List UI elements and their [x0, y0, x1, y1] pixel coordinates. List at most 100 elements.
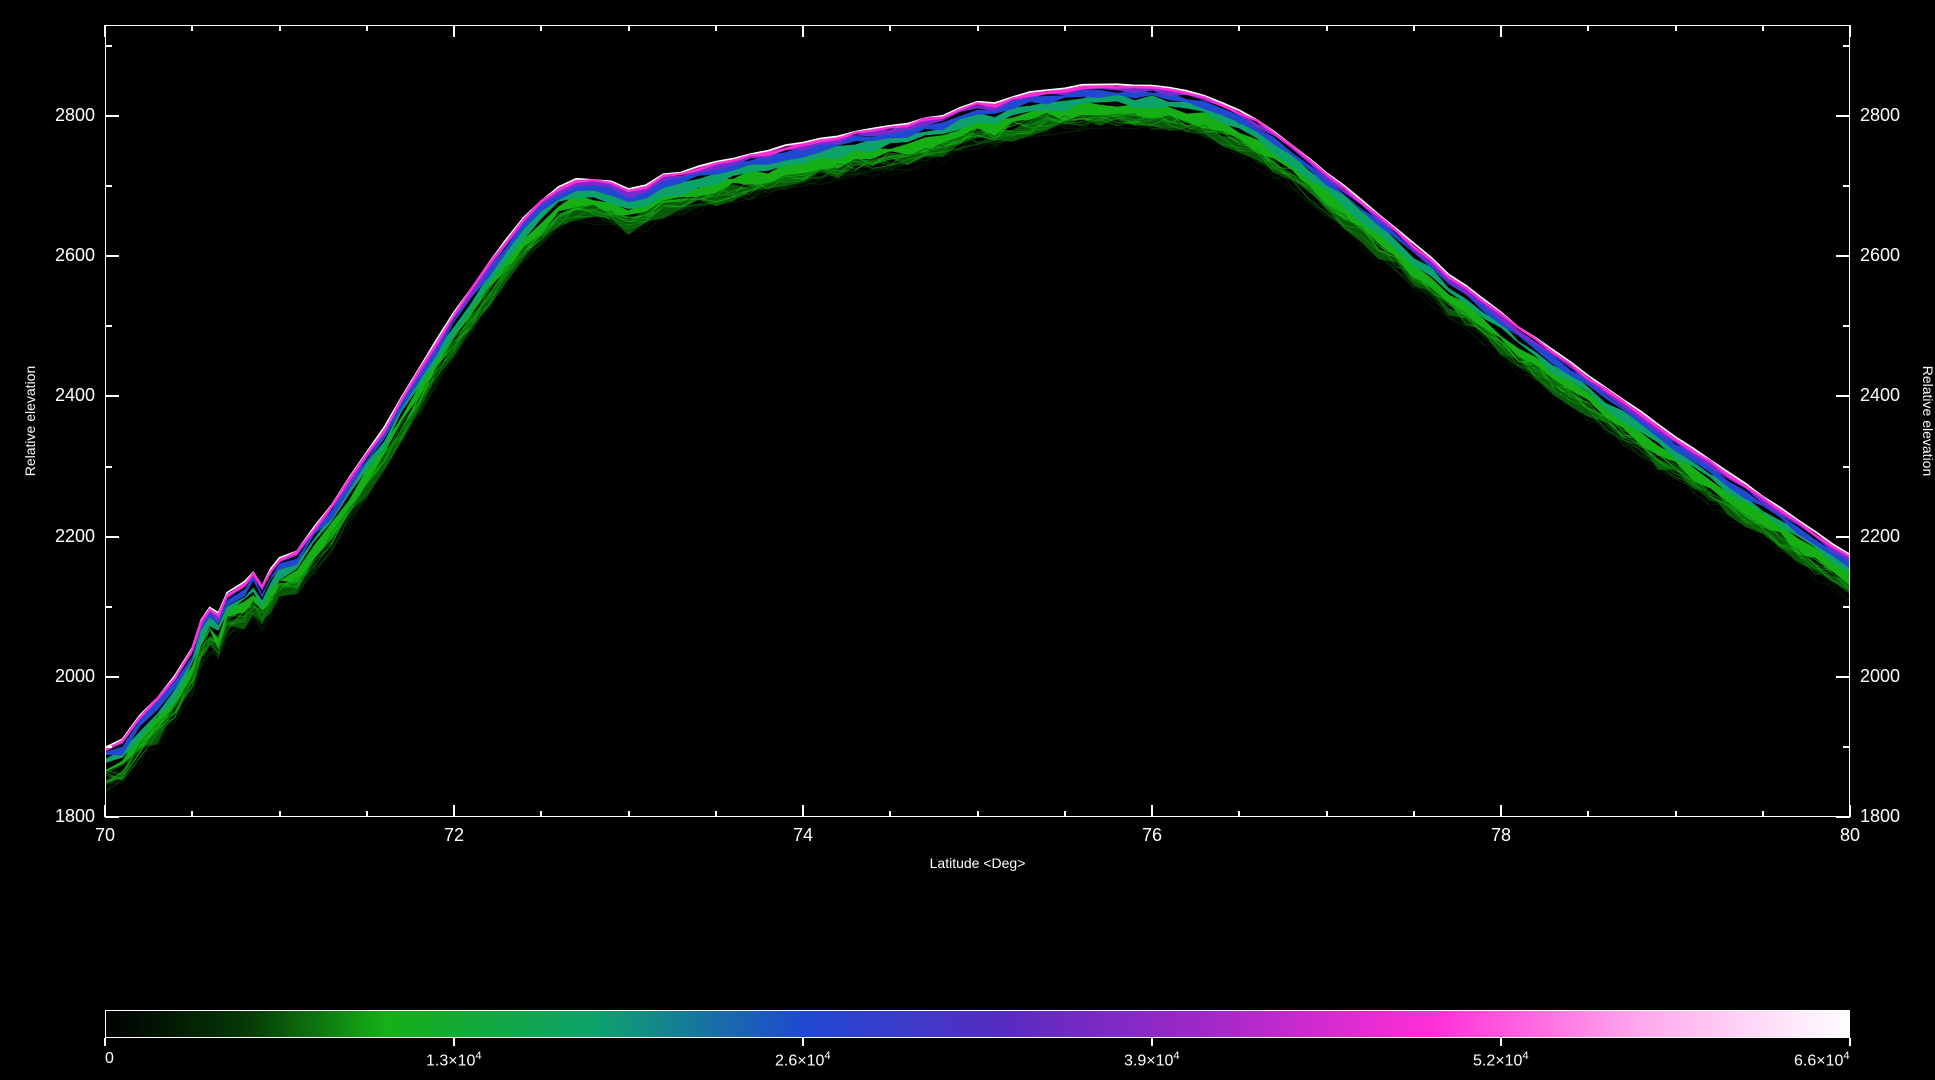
tick: [1843, 45, 1850, 47]
tick: [1064, 811, 1066, 817]
tick: [1836, 395, 1850, 397]
elevation-profile: [0, 0, 1935, 1080]
tick: [105, 325, 112, 327]
tick: [105, 536, 119, 538]
tick: [540, 811, 542, 817]
tick: [191, 25, 193, 31]
tick: [1843, 466, 1850, 468]
tick: [1843, 746, 1850, 748]
tick: [1849, 25, 1851, 37]
tick: [977, 811, 979, 817]
colorbar-tick: [104, 1038, 106, 1046]
colorbar-tick: [453, 1038, 455, 1046]
tick: [540, 25, 542, 31]
tick: [1836, 255, 1850, 257]
tick-label: 2800: [1860, 105, 1900, 126]
tick: [628, 811, 630, 817]
colorbar-tick: [1849, 1038, 1851, 1046]
tick-label: 2200: [1860, 526, 1900, 547]
tick: [105, 45, 112, 47]
tick: [1500, 805, 1502, 817]
tick: [1500, 25, 1502, 37]
tick-label: 2000: [1860, 666, 1900, 687]
tick: [1064, 25, 1066, 31]
tick: [1326, 25, 1328, 31]
tick-label: 2600: [1860, 245, 1900, 266]
tick: [1587, 25, 1589, 31]
colorbar-tick-label: 0: [105, 1050, 114, 1068]
tick: [1836, 115, 1850, 117]
tick: [1836, 676, 1850, 678]
tick: [1413, 25, 1415, 31]
colorbar-tick: [802, 1038, 804, 1046]
tick: [105, 466, 112, 468]
tick: [1843, 325, 1850, 327]
y-axis-label-right: Relative elevation: [1920, 366, 1935, 477]
tick: [802, 25, 804, 37]
tick: [1843, 606, 1850, 608]
tick: [105, 676, 119, 678]
tick: [1762, 811, 1764, 817]
colorbar-tick-label: 2.6×104: [775, 1050, 831, 1070]
y-axis-label-left: Relative elevation: [22, 366, 38, 477]
tick: [105, 746, 112, 748]
tick: [1587, 811, 1589, 817]
tick: [104, 25, 106, 37]
tick: [977, 25, 979, 31]
tick: [105, 816, 119, 818]
tick-label: 80: [1840, 825, 1860, 846]
tick-label: 2000: [55, 666, 95, 687]
tick: [1151, 25, 1153, 37]
tick-label: 74: [793, 825, 813, 846]
tick: [1151, 805, 1153, 817]
tick-label: 2400: [55, 385, 95, 406]
tick-label: 2800: [55, 105, 95, 126]
colorbar-tick: [1500, 1038, 1502, 1046]
tick: [105, 395, 119, 397]
tick: [715, 811, 717, 817]
tick-label: 1800: [55, 806, 95, 827]
colorbar-tick-label: 5.2×104: [1473, 1050, 1529, 1070]
tick: [105, 115, 119, 117]
tick: [366, 25, 368, 31]
x-axis-label: Latitude <Deg>: [930, 855, 1026, 871]
tick-label: 1800: [1860, 806, 1900, 827]
tick-label: 2200: [55, 526, 95, 547]
tick: [1836, 536, 1850, 538]
tick: [105, 606, 112, 608]
tick-label: 70: [95, 825, 115, 846]
tick: [889, 25, 891, 31]
tick: [1238, 811, 1240, 817]
figure-root: 7072747678801800180020002000220022002400…: [0, 0, 1935, 1080]
tick: [105, 185, 112, 187]
colorbar: [105, 1010, 1850, 1038]
tick: [279, 811, 281, 817]
tick: [1675, 25, 1677, 31]
tick-label: 76: [1142, 825, 1162, 846]
tick: [628, 25, 630, 31]
tick: [453, 25, 455, 37]
tick: [715, 25, 717, 31]
tick: [453, 805, 455, 817]
tick: [1238, 25, 1240, 31]
tick: [802, 805, 804, 817]
tick-label: 72: [444, 825, 464, 846]
colorbar-tick-label: 3.9×104: [1124, 1050, 1180, 1070]
tick: [1413, 811, 1415, 817]
tick: [191, 811, 193, 817]
tick: [105, 255, 119, 257]
tick: [889, 811, 891, 817]
colorbar-tick-label: 6.6×104: [1794, 1050, 1850, 1070]
colorbar-tick-label: 1.3×104: [426, 1050, 482, 1070]
tick: [1762, 25, 1764, 31]
tick-label: 78: [1491, 825, 1511, 846]
tick: [1836, 816, 1850, 818]
colorbar-tick: [1151, 1038, 1153, 1046]
tick: [1843, 185, 1850, 187]
tick: [279, 25, 281, 31]
tick-label: 2600: [55, 245, 95, 266]
tick: [366, 811, 368, 817]
tick: [1326, 811, 1328, 817]
tick-label: 2400: [1860, 385, 1900, 406]
tick: [1675, 811, 1677, 817]
